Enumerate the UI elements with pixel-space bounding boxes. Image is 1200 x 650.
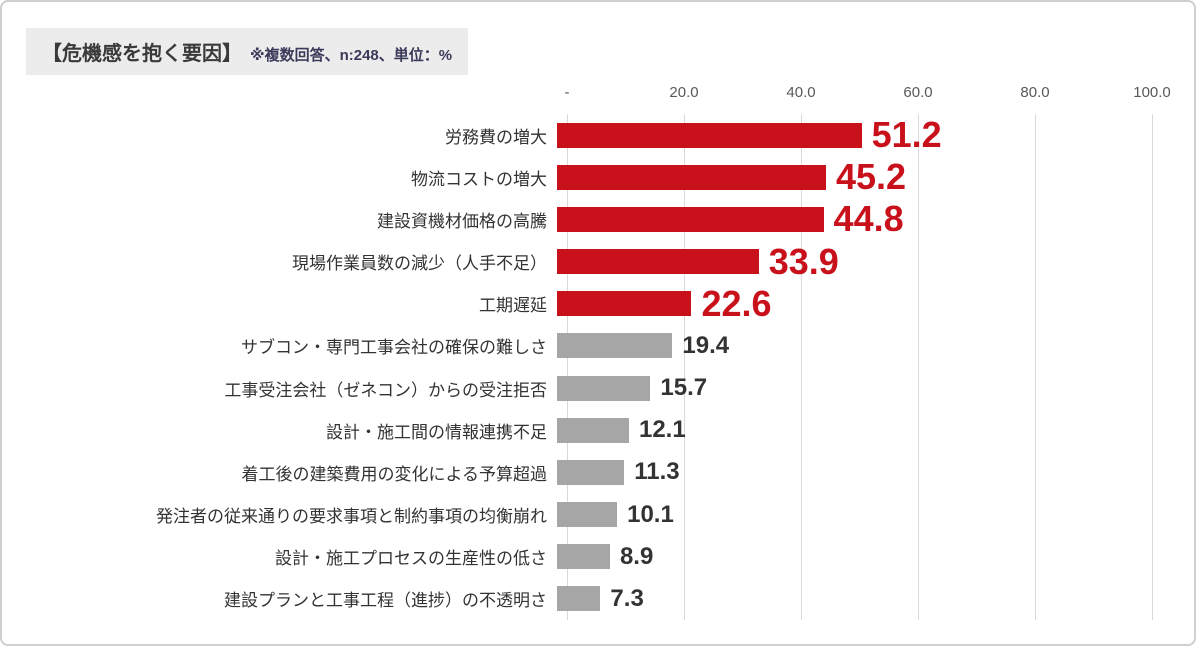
- gridline: [684, 114, 685, 620]
- bar-row: 発注者の従来通りの要求事項と制約事項の均衡崩れ 10.1: [22, 494, 1152, 536]
- bar-row: 工期遅延 22.6: [22, 283, 1152, 325]
- category-label: 工期遅延: [479, 296, 547, 316]
- category-label: 設計・施工間の情報連携不足: [326, 422, 547, 442]
- category-label: サブコン・専門工事会社の確保の難しさ: [241, 338, 547, 358]
- x-axis-tick: 40.0: [786, 84, 816, 101]
- bar-value-label: 45.2: [835, 156, 907, 198]
- chart-title-box: 【危機感を抱く要因】 ※複数回答、n:248、単位：%: [26, 28, 469, 75]
- category-label: 工事受注会社（ゼネコン）からの受注拒否: [224, 380, 547, 400]
- bar-row: 建設プランと工事工程（進捗）の不透明さ 7.3: [22, 578, 1152, 620]
- category-label: 現場作業員数の減少（人手不足）: [292, 254, 547, 274]
- x-axis-tick: 100.0: [1133, 84, 1171, 101]
- bar-row: 設計・施工プロセスの生産性の低さ 8.9: [22, 536, 1152, 578]
- x-axis: - 20.0 40.0 60.0 80.0 100.0: [564, 84, 1171, 110]
- bar: [557, 417, 629, 443]
- bar: [557, 122, 862, 148]
- category-label: 建設プランと工事工程（進捗）の不透明さ: [224, 591, 547, 611]
- gridline: [1035, 114, 1036, 620]
- bar: [557, 375, 651, 401]
- bar-area: 45.2: [557, 156, 1152, 198]
- bar-value-label: 44.8: [833, 198, 904, 240]
- category-label: 建設資機材価格の高騰: [377, 211, 547, 231]
- category-label: 労務費の増大: [445, 127, 547, 147]
- bar-row: サブコン・専門工事会社の確保の難しさ 19.4: [22, 325, 1152, 367]
- bar-chart: -20.0 40.0 60.0 80.0 100.0 労務費の増大 51.2 物流コストの増…: [22, 84, 1171, 626]
- bar-row: 工事受注会社（ゼネコン）からの受注拒否 15.7: [22, 367, 1152, 409]
- bar-row: 現場作業員数の減少（人手不足） 33.9: [22, 241, 1152, 283]
- bar-area: 51.2: [557, 114, 1152, 156]
- bar-value-label: 19.4: [682, 331, 730, 359]
- bar: [557, 502, 618, 528]
- bar-value-label: 15.7: [660, 374, 708, 402]
- bar: [557, 544, 610, 570]
- bar: [557, 249, 759, 275]
- bar-area: 15.7: [557, 367, 1152, 409]
- bar-row: 労務費の増大 51.2: [22, 114, 1152, 156]
- bar-rows: 労務費の増大 51.2 物流コストの増大 45.2 建設資機材価格の高騰 44.8 現場作業…: [22, 114, 1152, 620]
- chart-title: 【危機感を抱く要因】: [42, 43, 242, 65]
- bar: [557, 333, 673, 359]
- bar-row: 着工後の建築費用の変化による予算超過 11.3: [22, 451, 1152, 493]
- bar-area: 33.9: [557, 241, 1152, 283]
- bar: [557, 164, 826, 190]
- bar-area: 11.3: [557, 451, 1152, 493]
- bar-area: 7.3: [557, 578, 1152, 620]
- bar-value-label: 12.1: [638, 416, 686, 444]
- gridline: [1152, 114, 1153, 620]
- gridlines: [567, 114, 1153, 620]
- bar-value-label: 22.6: [701, 282, 772, 324]
- gridline: [801, 114, 802, 620]
- bar-value-label: 7.3: [610, 584, 644, 612]
- gridline: [567, 114, 568, 620]
- bar-value-label: 51.2: [871, 114, 942, 156]
- bar: [557, 291, 692, 317]
- x-axis-tick: 60.0: [903, 84, 933, 101]
- x-axis-tick: 20.0: [669, 84, 699, 101]
- category-label: 発注者の従来通りの要求事項と制約事項の均衡崩れ: [156, 507, 547, 527]
- x-axis-tick: 80.0: [1020, 84, 1050, 101]
- bar-area: 22.6: [557, 283, 1152, 325]
- bar-value-label: 33.9: [768, 240, 839, 282]
- bar-value-label: 10.1: [627, 500, 674, 528]
- chart-title-note: ※複数回答、n:248、単位：%: [250, 47, 453, 64]
- gridline: [918, 114, 919, 620]
- bar-value-label: 11.3: [634, 458, 680, 486]
- bar-area: 19.4: [557, 325, 1152, 367]
- bar: [557, 459, 625, 485]
- bar-value-label: 8.9: [619, 542, 654, 570]
- bar: [557, 586, 601, 612]
- category-label: 着工後の建築費用の変化による予算超過: [241, 464, 548, 484]
- category-label: 設計・施工プロセスの生産性の低さ: [275, 549, 547, 569]
- bar: [557, 206, 824, 232]
- category-label: 物流コストの増大: [411, 169, 547, 189]
- bar-row: 物流コストの増大 45.2: [22, 156, 1152, 198]
- bar-area: 10.1: [557, 494, 1152, 536]
- bar-area: 8.9: [557, 536, 1152, 578]
- bar-area: 12.1: [557, 409, 1152, 451]
- bar-row: 建設資機材価格の高騰 44.8: [22, 198, 1152, 240]
- bar-row: 設計・施工間の情報連携不足 12.1: [22, 409, 1152, 451]
- x-axis-tick: -: [564, 84, 570, 101]
- bar-area: 44.8: [557, 198, 1152, 240]
